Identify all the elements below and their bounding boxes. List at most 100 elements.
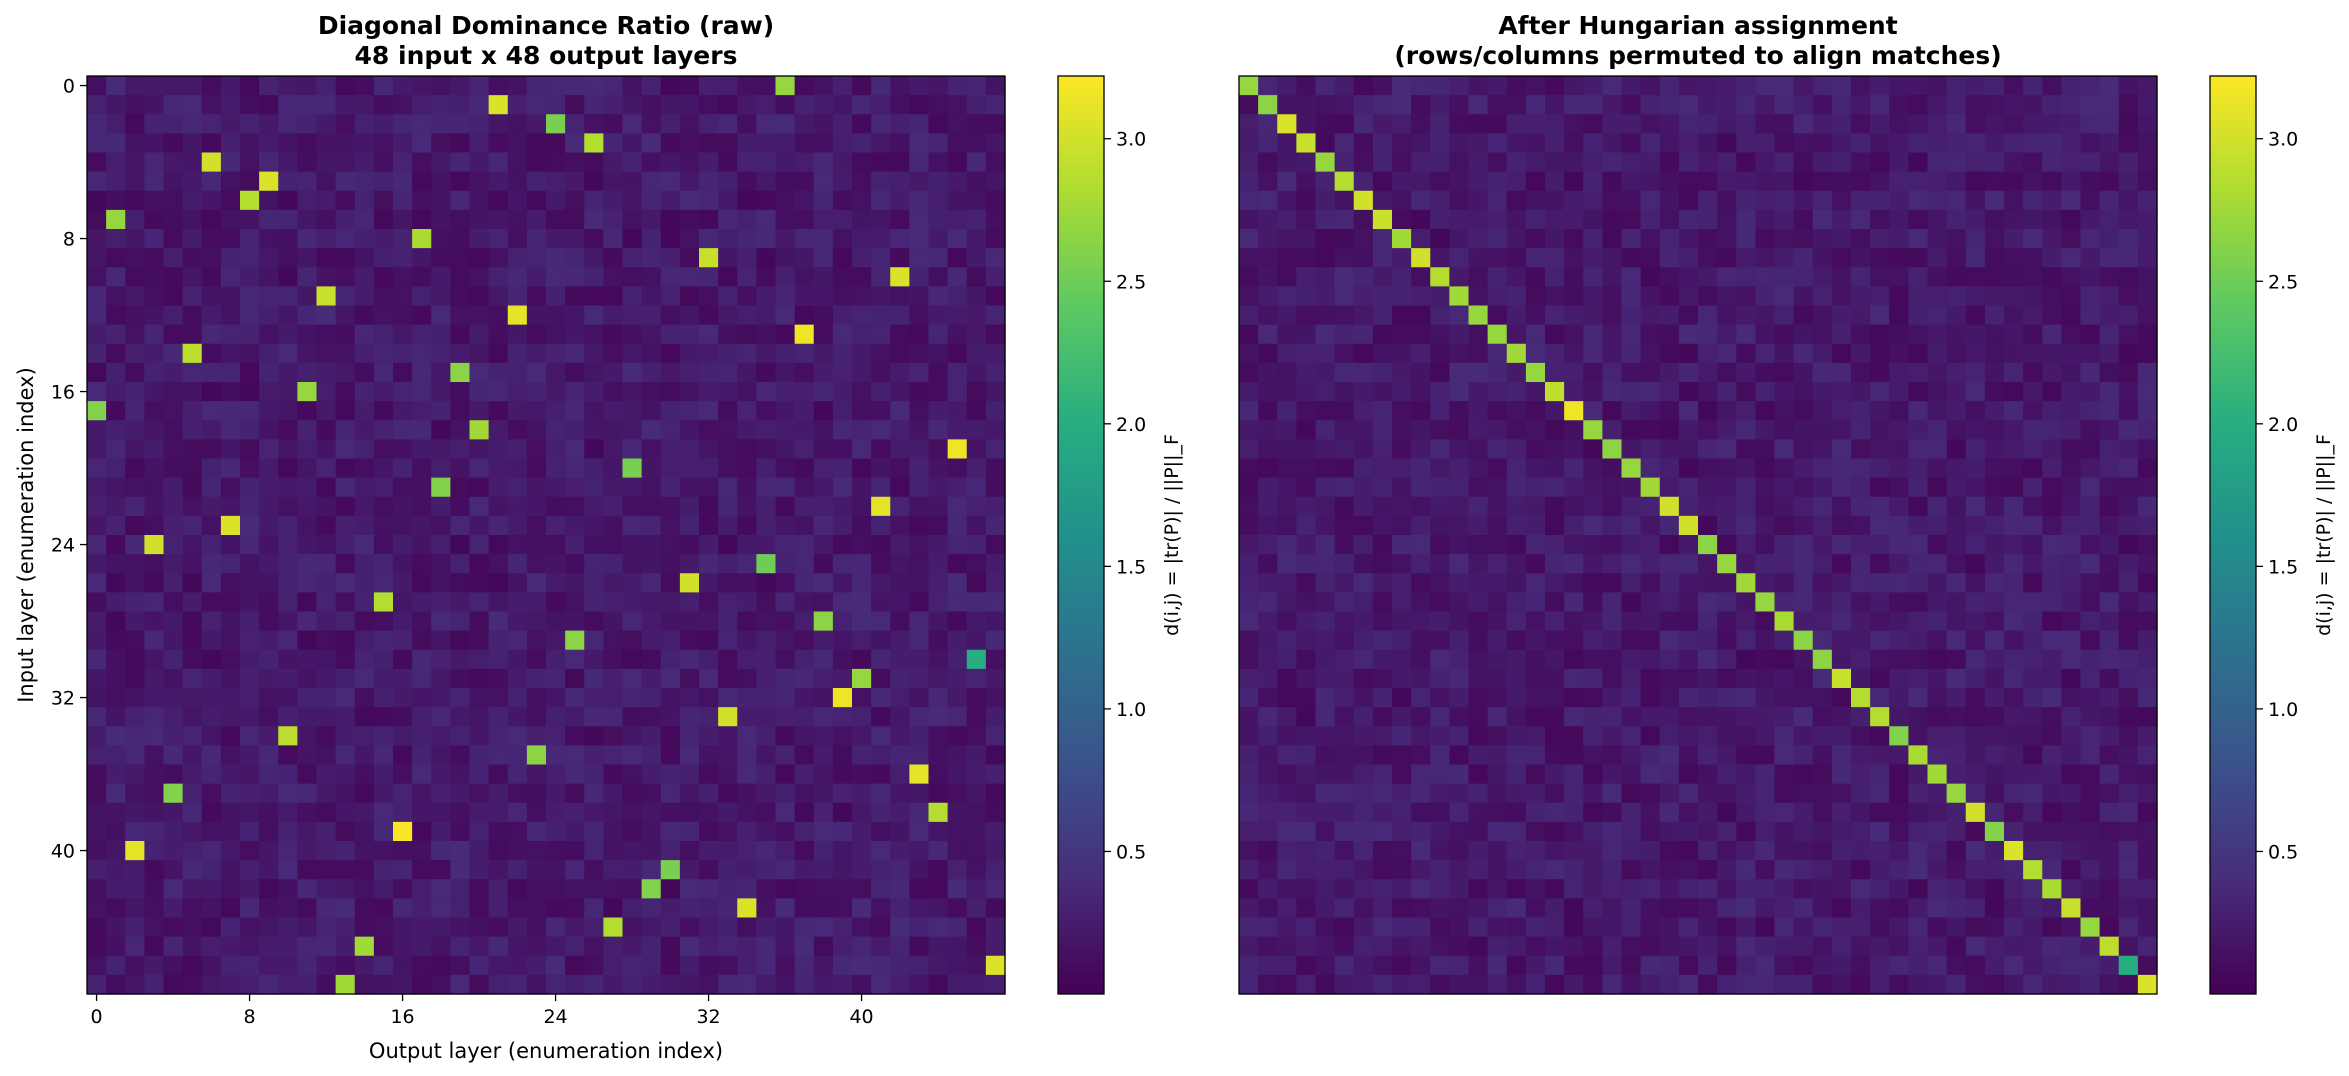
- heatmap-cell: [985, 668, 1006, 689]
- heatmap-cell: [1239, 917, 1259, 938]
- heatmap-cell: [2004, 190, 2024, 211]
- heatmap-cell: [354, 783, 375, 804]
- heatmap-cell: [1965, 668, 1986, 689]
- heatmap-cell: [985, 343, 1006, 364]
- heatmap-cell: [1277, 324, 1297, 345]
- heatmap-cell: [2023, 764, 2043, 785]
- heatmap-cell: [412, 879, 432, 899]
- heatmap-cell: [373, 324, 394, 345]
- heatmap-cell: [928, 535, 949, 555]
- heatmap-cell: [813, 936, 834, 957]
- heatmap-cell: [354, 267, 375, 287]
- heatmap-cell: [1545, 668, 1565, 689]
- heatmap-cell: [1965, 898, 1986, 919]
- heatmap-cell: [641, 592, 662, 613]
- heatmap-cell-peak: [1583, 420, 1603, 440]
- heatmap-cell: [354, 955, 375, 976]
- heatmap-cell: [947, 860, 968, 880]
- heatmap-cell: [1640, 171, 1661, 192]
- heatmap-cell: [1812, 343, 1833, 364]
- heatmap-cell: [1258, 592, 1278, 613]
- heatmap-cell: [1870, 688, 1890, 708]
- heatmap-cell: [297, 707, 318, 727]
- heatmap-cell: [2061, 229, 2082, 249]
- heatmap-cell: [1353, 592, 1374, 613]
- heatmap-cell: [1870, 477, 1890, 498]
- heatmap-cell: [737, 592, 757, 613]
- heatmap-cell: [1870, 401, 1890, 421]
- heatmap-cell: [1965, 439, 1986, 460]
- heatmap-cell: [1793, 783, 1814, 804]
- heatmap-cell: [1621, 420, 1642, 440]
- heatmap-cell: [1793, 554, 1814, 574]
- heatmap-cell: [1812, 955, 1833, 976]
- heatmap-cell: [2118, 133, 2139, 154]
- heatmap-cell: [852, 324, 872, 345]
- heatmap-cell: [144, 343, 165, 364]
- heatmap-cell: [2080, 821, 2101, 842]
- heatmap-cell: [603, 152, 624, 173]
- heatmap-cell: [1372, 592, 1393, 613]
- heatmap-cell: [1640, 114, 1661, 134]
- heatmap-cell: [354, 114, 375, 134]
- heatmap-cell: [813, 764, 834, 785]
- heatmap-cell: [2023, 305, 2043, 326]
- heatmap-cell: [622, 535, 643, 555]
- heatmap-cell: [1678, 726, 1699, 746]
- heatmap-cell: [1717, 95, 1737, 115]
- heatmap-cell: [1889, 190, 1909, 211]
- heatmap-cell: [1984, 917, 2005, 938]
- heatmap-cell-peak: [1564, 401, 1584, 421]
- heatmap-cell: [679, 343, 700, 364]
- heatmap-cell: [1965, 477, 1986, 498]
- heatmap-cell: [1277, 229, 1297, 249]
- heatmap-cell: [240, 630, 260, 651]
- heatmap-cell: [1640, 458, 1661, 479]
- heatmap-cell: [2023, 458, 2043, 479]
- heatmap-cell: [507, 343, 528, 364]
- heatmap-cell: [526, 439, 547, 460]
- heatmap-cell: [450, 649, 471, 670]
- heatmap-cell: [1755, 860, 1776, 880]
- heatmap-cell: [679, 209, 700, 230]
- heatmap-cell: [2080, 190, 2101, 211]
- heatmap-cell: [1353, 936, 1374, 957]
- heatmap-cell: [1239, 420, 1259, 440]
- heatmap-cell: [2080, 955, 2101, 976]
- heatmap-cell: [450, 898, 471, 919]
- heatmap-cell: [526, 611, 547, 632]
- heatmap-cell: [1755, 630, 1776, 651]
- heatmap-cell: [1545, 171, 1565, 192]
- heatmap-cell: [794, 630, 815, 651]
- heatmap-cell: [335, 821, 356, 842]
- heatmap-cell: [259, 955, 279, 976]
- heatmap-cell: [201, 420, 222, 440]
- heatmap-cell: [1812, 209, 1833, 230]
- heatmap-cell: [259, 420, 279, 440]
- heatmap-cell: [1258, 783, 1278, 804]
- heatmap-cell: [1239, 477, 1259, 498]
- heatmap-cell: [966, 343, 987, 364]
- heatmap-cell: [775, 190, 796, 211]
- heatmap-cell: [985, 515, 1006, 536]
- heatmap-cell: [966, 802, 987, 823]
- heatmap-cell: [1659, 76, 1680, 96]
- heatmap-cell: [2004, 917, 2024, 938]
- heatmap-cell: [1277, 248, 1297, 268]
- heatmap-cell: [488, 114, 509, 134]
- heatmap-cell: [1851, 76, 1871, 96]
- heatmap-cell: [2023, 171, 2043, 192]
- heatmap-cell: [526, 496, 547, 517]
- heatmap-cell: [316, 362, 337, 383]
- heatmap-cell: [1468, 649, 1489, 670]
- heatmap-cell: [1812, 76, 1833, 96]
- heatmap-cell: [1525, 324, 1546, 345]
- heatmap-cell: [1812, 554, 1833, 574]
- heatmap-cell: [1774, 496, 1795, 517]
- heatmap-cell: [1430, 401, 1450, 421]
- heatmap-cell: [526, 726, 547, 746]
- heatmap-cell: [1908, 439, 1929, 460]
- heatmap-cell: [1258, 802, 1278, 823]
- heatmap-cell: [354, 764, 375, 785]
- heatmap-cell: [393, 267, 413, 287]
